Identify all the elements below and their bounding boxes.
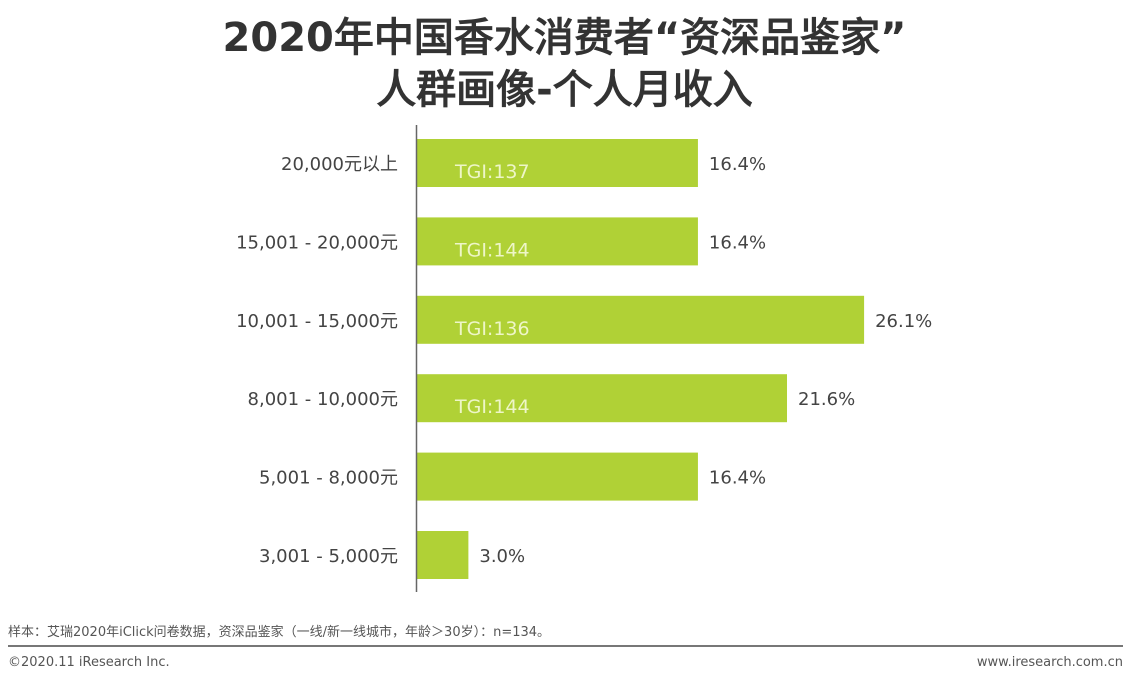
bar <box>417 217 698 266</box>
bar <box>417 139 698 187</box>
tgi-label: TGI:136 <box>454 318 530 340</box>
website-link[interactable]: www.iresearch.com.cn <box>976 655 1123 670</box>
tgi-label: TGI:144 <box>454 239 530 261</box>
category-label: 8,001 - 10,000元 <box>248 389 398 410</box>
bar <box>417 452 698 501</box>
category-label: 15,001 - 20,000元 <box>236 232 398 253</box>
value-label: 16.4% <box>709 468 766 489</box>
value-label: 26.1% <box>875 311 932 332</box>
category-label: 10,001 - 15,000元 <box>236 311 398 332</box>
bar <box>417 531 469 579</box>
value-label: 3.0% <box>479 546 525 567</box>
bar <box>417 374 788 423</box>
tgi-label: TGI:144 <box>454 396 530 418</box>
bar <box>417 295 865 344</box>
chart-title-line2: 人群画像-个人月收入 <box>376 67 753 113</box>
category-label: 20,000元以上 <box>281 154 398 175</box>
copyright: ©2020.11 iResearch Inc. <box>8 655 170 670</box>
footer-divider <box>8 645 1123 647</box>
tgi-label: TGI:137 <box>454 161 530 183</box>
value-label: 16.4% <box>709 154 766 175</box>
value-label: 16.4% <box>709 232 766 253</box>
category-label: 5,001 - 8,000元 <box>259 468 398 489</box>
source-note: 样本：艾瑞2020年iClick问卷数据，资深品鉴家（一线/新一线城市，年龄＞3… <box>8 625 551 640</box>
chart-title-line1: 2020年中国香水消费者“资深品鉴家” <box>222 15 907 61</box>
category-label: 3,001 - 5,000元 <box>259 546 398 567</box>
value-label: 21.6% <box>798 389 855 410</box>
